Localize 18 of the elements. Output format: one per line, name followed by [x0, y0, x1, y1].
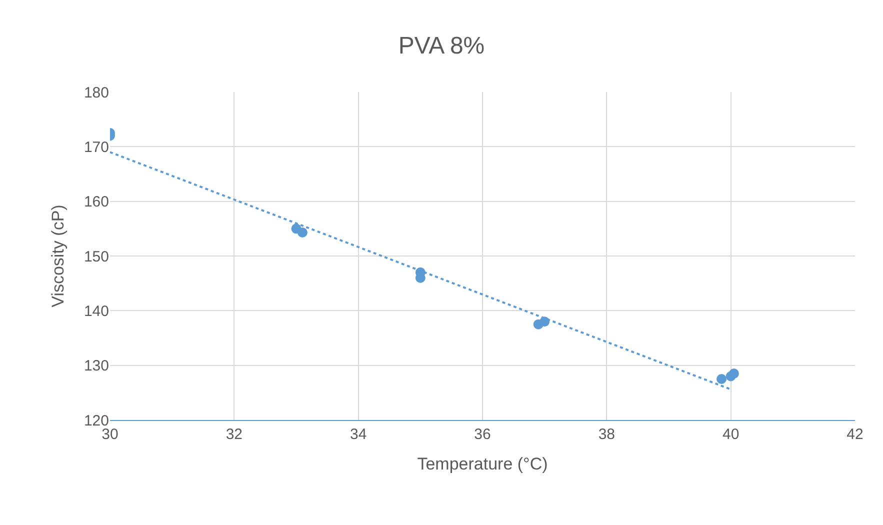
y-tick-label: 170	[84, 138, 109, 156]
y-axis-title: Viscosity (cP)	[48, 204, 68, 308]
point	[716, 374, 727, 384]
y-tick-label: 150	[84, 248, 109, 266]
x-tick-label: 40	[722, 426, 740, 443]
x-tick-label: 36	[474, 426, 491, 443]
point	[297, 227, 308, 238]
x-tick-label: 34	[350, 426, 367, 443]
x-axis-title: Temperature (°C)	[417, 454, 548, 474]
x-tick-label: 38	[598, 426, 616, 443]
y-tick-label: 130	[84, 358, 109, 375]
y-tick-label: 160	[84, 194, 109, 211]
point	[728, 368, 739, 379]
chart-title: PVA 8%	[398, 32, 485, 60]
y-tick-label: 140	[84, 302, 109, 320]
y-tick-label: 180	[84, 84, 109, 102]
x-tick-label: 42	[846, 426, 864, 443]
x-tick-label: 32	[226, 426, 243, 443]
